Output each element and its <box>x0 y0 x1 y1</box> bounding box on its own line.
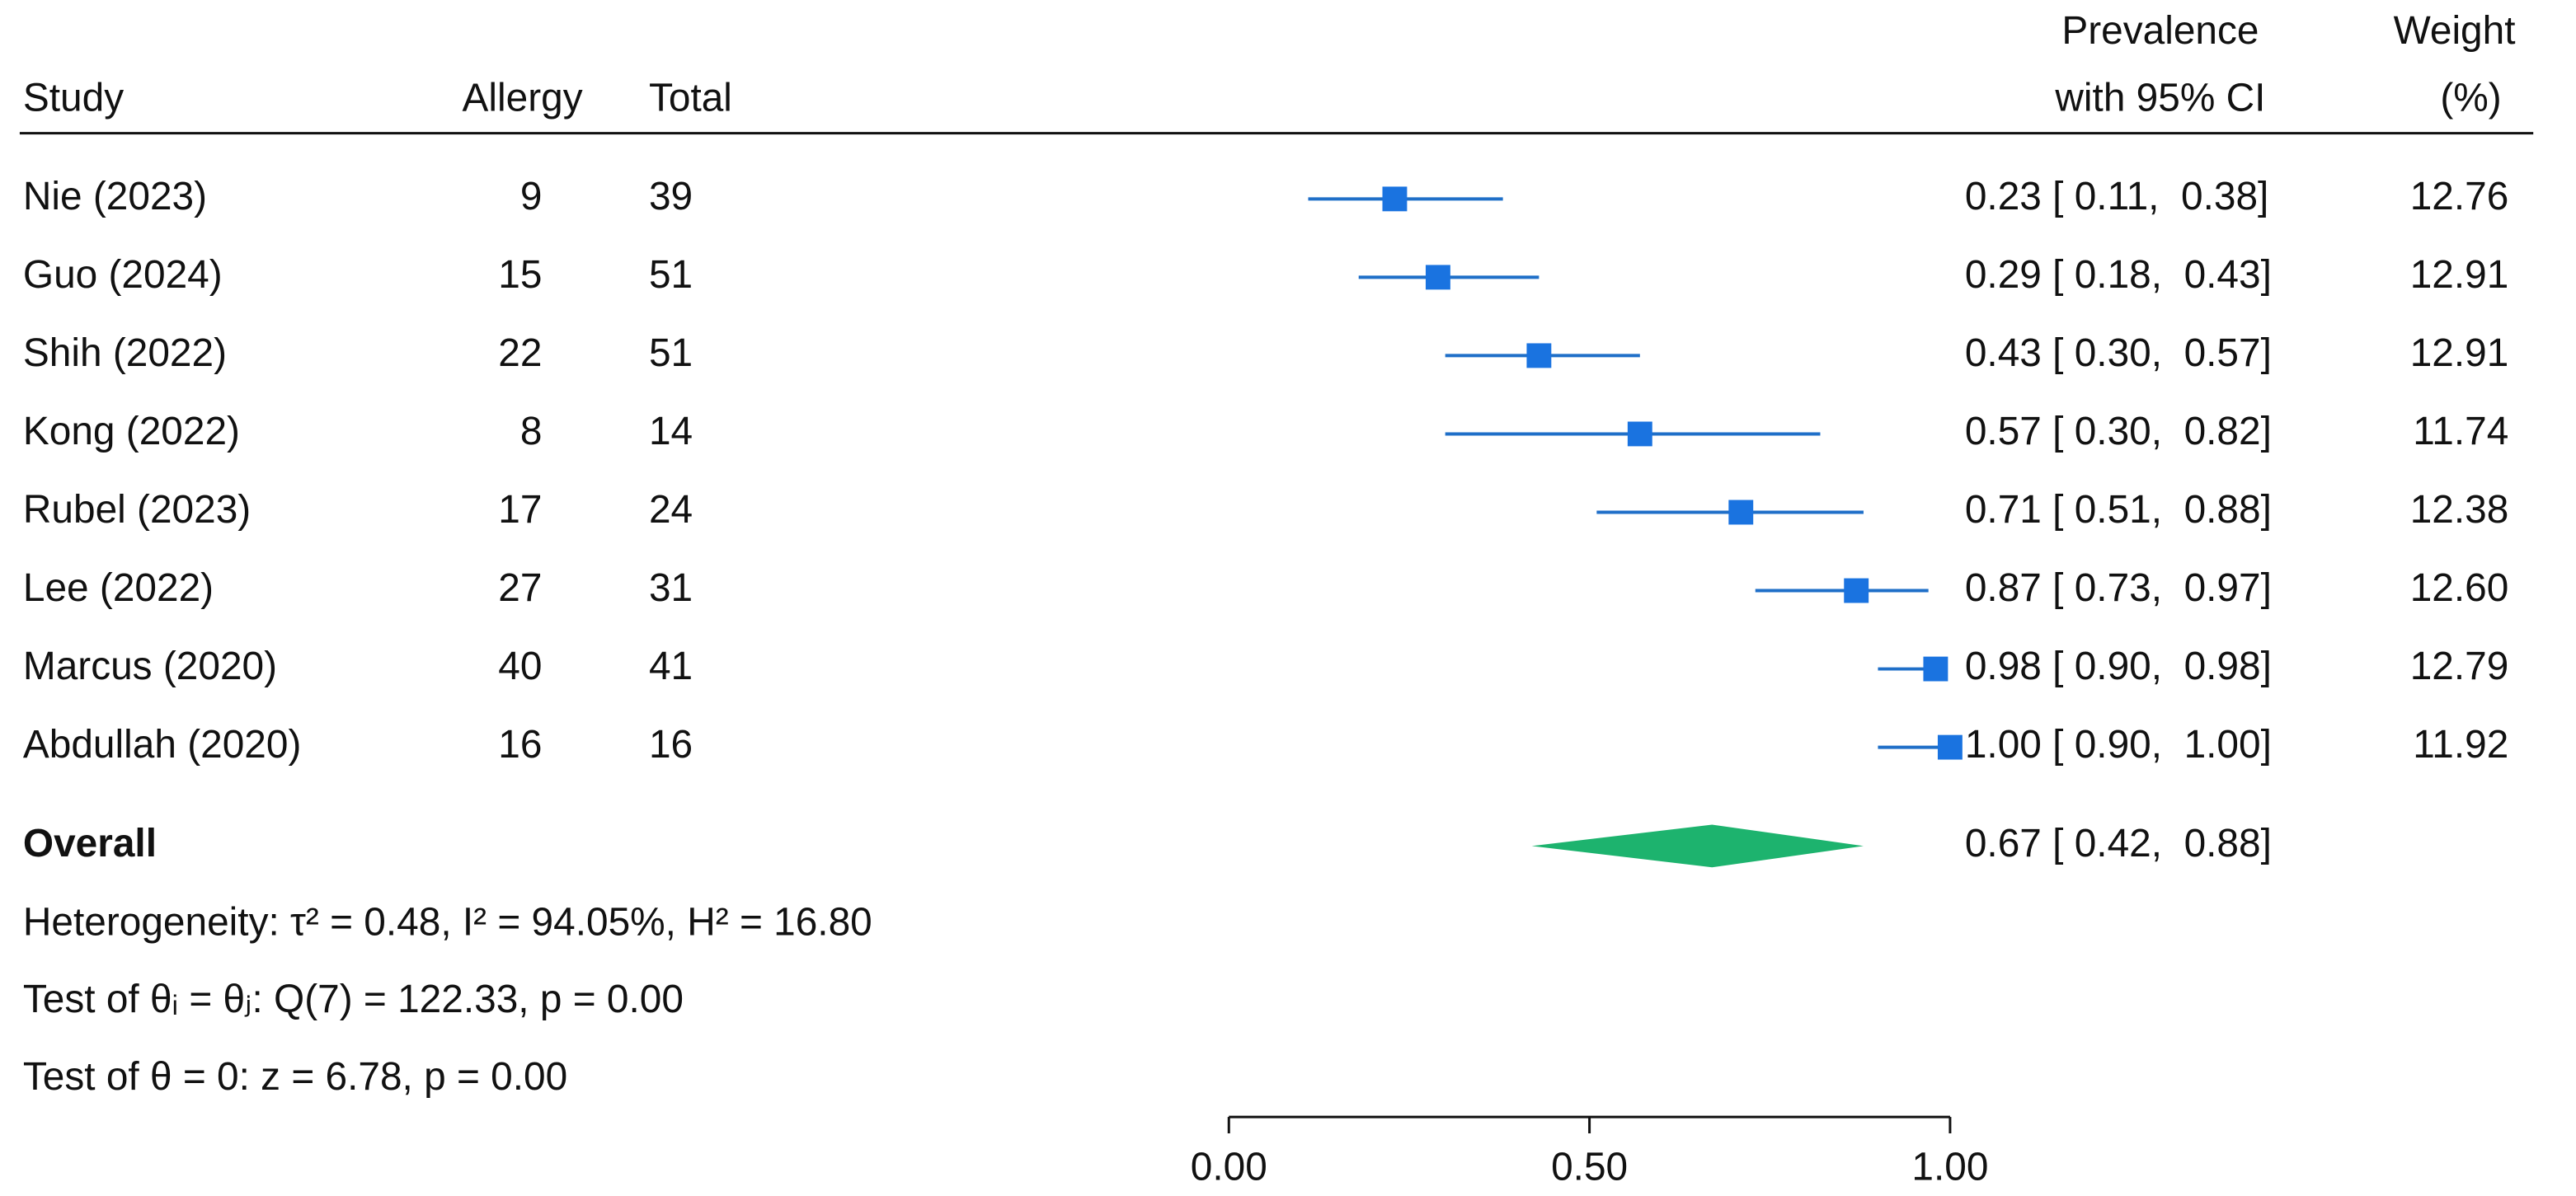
statistics-note: Heterogeneity: τ² = 0.48, I² = 94.05%, H… <box>23 901 872 945</box>
x-tick-label: 1.00 <box>1911 1145 1988 1189</box>
estimate-label: 1.00 [ 0.90, 1.00] <box>1965 723 2272 767</box>
estimate-label: 0.43 [ 0.30, 0.57] <box>1965 331 2272 375</box>
weight-label: 12.76 <box>2410 175 2509 218</box>
point-estimate <box>1728 500 1754 525</box>
study-name: Rubel (2023) <box>23 488 251 532</box>
estimate-label: 0.29 [ 0.18, 0.43] <box>1965 253 2272 297</box>
total-count: 41 <box>649 645 693 688</box>
weight-label: 11.74 <box>2413 410 2508 453</box>
weight-label: 12.91 <box>2410 253 2509 297</box>
study-name: Lee (2022) <box>23 566 214 610</box>
point-estimate <box>1937 734 1963 760</box>
point-estimate <box>1627 421 1652 447</box>
study-name: Guo (2024) <box>23 253 223 297</box>
estimate-label: 0.23 [ 0.11, 0.38] <box>1965 175 2269 218</box>
study-name: Nie (2023) <box>23 175 207 218</box>
statistics-note: Test of θᵢ = θⱼ: Q(7) = 122.33, p = 0.00 <box>23 978 684 1021</box>
point-estimate <box>1844 578 1869 603</box>
allergy-count: 17 <box>498 488 542 532</box>
header-study: Study <box>23 76 124 120</box>
header-estimate: with 95% CI <box>2054 76 2265 120</box>
x-tick-label: 0.00 <box>1191 1145 1267 1189</box>
weight-label: 12.38 <box>2410 488 2509 532</box>
point-estimate <box>1526 343 1552 368</box>
overall-name: Overall <box>23 822 157 865</box>
allergy-count: 40 <box>498 645 542 688</box>
estimate-label: 0.71 [ 0.51, 0.88] <box>1965 488 2272 532</box>
overall-diamond <box>1531 824 1864 868</box>
total-count: 16 <box>649 723 693 767</box>
total-count: 24 <box>649 488 693 532</box>
weight-label: 11.92 <box>2413 723 2508 767</box>
point-estimate <box>1923 656 1948 682</box>
allergy-count: 16 <box>498 723 542 767</box>
allergy-count: 27 <box>498 566 542 610</box>
header-weight: Weight <box>2394 9 2516 53</box>
allergy-count: 15 <box>498 253 542 297</box>
total-count: 31 <box>649 566 693 610</box>
header-weight: (%) <box>2440 76 2501 120</box>
estimate-label: 0.57 [ 0.30, 0.82] <box>1965 410 2272 453</box>
overall-label: 0.67 [ 0.42, 0.88] <box>1965 822 2272 865</box>
allergy-count: 9 <box>520 175 543 218</box>
estimate-label: 0.98 [ 0.90, 0.98] <box>1965 645 2272 688</box>
total-count: 51 <box>649 331 693 375</box>
total-count: 51 <box>649 253 693 297</box>
estimate-label: 0.87 [ 0.73, 0.97] <box>1965 566 2272 610</box>
weight-label: 12.91 <box>2410 331 2509 375</box>
statistics-note: Test of θ = 0: z = 6.78, p = 0.00 <box>23 1055 567 1099</box>
weight-label: 12.79 <box>2410 645 2509 688</box>
allergy-count: 8 <box>520 410 543 453</box>
study-name: Kong (2022) <box>23 410 240 453</box>
point-estimate <box>1382 186 1408 212</box>
header-allergy: Allergy <box>463 76 583 120</box>
study-name: Marcus (2020) <box>23 645 277 688</box>
study-name: Shih (2022) <box>23 331 227 375</box>
total-count: 39 <box>649 175 693 218</box>
header-estimate: Prevalence <box>2061 9 2259 53</box>
header-total: Total <box>649 76 732 120</box>
point-estimate <box>1425 265 1450 290</box>
allergy-count: 22 <box>498 331 542 375</box>
weight-label: 12.60 <box>2410 566 2509 610</box>
study-name: Abdullah (2020) <box>23 723 301 767</box>
total-count: 14 <box>649 410 693 453</box>
x-tick-label: 0.50 <box>1551 1145 1628 1189</box>
